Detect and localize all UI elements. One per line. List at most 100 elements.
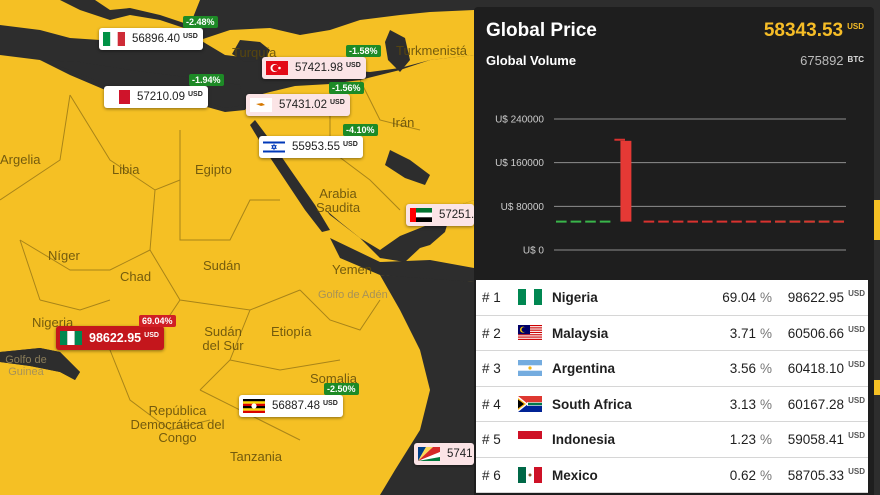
price-marker-israel[interactable]: 55953.55 USD — [259, 136, 363, 158]
chart-bar — [620, 140, 632, 222]
marker-currency: USD — [345, 61, 361, 69]
marker-price: 55953.55 — [292, 141, 340, 153]
marker-price: 57421.98 — [295, 62, 343, 74]
global-price-value: 58343.53 USD — [763, 20, 864, 41]
global-price-panel: Global Price 58343.53 USD Global Volume 6… — [474, 7, 874, 495]
country-label-sudan: Sudán — [203, 258, 241, 273]
country-label-golfo-aden: Golfo de Adén — [318, 289, 388, 301]
premium-percent: 1.23% — [729, 432, 772, 447]
indonesia-flag-icon — [518, 431, 542, 447]
global-price-label: Global Price — [486, 20, 597, 41]
nigeria-flag-icon — [60, 331, 82, 345]
rank-number: # 4 — [482, 396, 501, 412]
country-label-niger: Níger — [48, 248, 80, 263]
marker-price: 57251. — [439, 209, 475, 221]
country-label-chad: Chad — [120, 269, 152, 284]
price-currency: USD — [848, 395, 865, 405]
marker-currency: USD — [182, 32, 198, 40]
marker-currency: USD — [342, 140, 358, 148]
chart-y-tick-label: U$ 80000 — [501, 202, 545, 213]
premium-percent: 3.13% — [729, 396, 772, 412]
rank-number: # 1 — [482, 290, 501, 305]
ranking-table: # 1 Nigeria 69.04% 98622.95 USD # 2 Malaysia 3.… — [476, 280, 868, 493]
argentina-flag-icon — [518, 360, 542, 376]
price-marker-uae[interactable]: 57251. — [406, 204, 474, 226]
change-badge: -4.10% — [343, 124, 378, 136]
uganda-flag-icon — [243, 399, 265, 413]
country-name: South Africa — [552, 396, 632, 412]
price-currency: USD — [848, 289, 865, 298]
marker-currency: USD — [187, 90, 203, 98]
country-label-rd-congo: República Democrática del Congo — [130, 403, 225, 446]
country-label-egipto: Egipto — [195, 162, 232, 177]
country-label-sudan-del-sur: Sudán del Sur — [202, 324, 244, 353]
marker-currency: USD — [144, 331, 159, 339]
price-marker-turkey[interactable]: 57421.98 USD — [262, 57, 366, 79]
chart-y-tick-label: U$ 240000 — [495, 115, 544, 126]
country-label-turkmenistan: Turkmenistá — [396, 43, 468, 58]
country-price: 59058.41 — [787, 432, 844, 447]
country-label-etiopia: Etiopía — [271, 324, 312, 339]
rank-number: # 5 — [482, 432, 501, 447]
italy-flag-icon — [103, 32, 125, 46]
south-africa-flag-icon — [518, 395, 542, 412]
country-name: Malaysia — [552, 325, 609, 341]
malta-flag-icon — [108, 90, 130, 104]
rank-number: # 2 — [482, 325, 501, 341]
country-label-somalia: Somalia — [310, 371, 357, 386]
chart-y-tick-label: U$ 0 — [523, 246, 545, 257]
malaysia-flag-icon — [518, 324, 542, 341]
marker-price: 56887.48 — [272, 400, 320, 412]
ranking-row[interactable]: # 5 Indonesia 1.23% 59058.41 USD — [476, 422, 868, 458]
country-name: Nigeria — [552, 290, 598, 305]
mexico-flag-icon — [518, 466, 542, 483]
country-price: 58705.33 — [787, 467, 844, 483]
nigeria-flag-icon — [518, 289, 542, 305]
country-name: Indonesia — [552, 432, 616, 447]
marker-currency: USD — [329, 98, 345, 106]
country-label-libia: Libia — [112, 162, 140, 177]
rank-number: # 6 — [482, 467, 501, 483]
country-price: 60418.10 — [787, 361, 844, 376]
country-label-iran: Irán — [392, 115, 415, 130]
premium-percent: 69.04% — [722, 290, 772, 305]
ranking-row[interactable]: # 3 Argentina 3.56% 60418.10 USD — [476, 351, 868, 387]
marker-price: 56896.40 — [132, 33, 180, 45]
price-currency: USD — [848, 360, 865, 369]
price-currency: USD — [848, 324, 865, 334]
change-badge: -2.48% — [183, 16, 218, 28]
ranking-row[interactable]: # 4 South Africa 3.13% 60167.28 USD — [476, 387, 868, 422]
country-label-arabia-saudita: Arabia Saudita — [315, 186, 361, 215]
country-label-argelia: Argelia — [0, 152, 41, 167]
ranking-row[interactable]: # 6 Mexico 0.62% 58705.33 USD — [476, 458, 868, 493]
price-marker-cyprus[interactable]: 57431.02 USD — [246, 94, 350, 116]
israel-flag-icon — [263, 140, 285, 154]
uae-flag-icon — [410, 208, 432, 222]
change-badge: -1.94% — [189, 74, 224, 86]
marker-price: 98622.95 — [89, 331, 142, 345]
country-label-turquia: Turquía — [232, 45, 277, 60]
change-badge: -2.50% — [324, 383, 359, 395]
price-marker-seychelles[interactable]: 5741 — [414, 443, 474, 465]
marker-currency: USD — [322, 399, 338, 407]
seychelles-flag-icon — [418, 447, 440, 461]
country-price: 60167.28 — [787, 396, 844, 412]
country-label-golfo-guinea: Golfo de Guinea — [5, 354, 47, 378]
ranking-row[interactable]: # 2 Malaysia 3.71% 60506.66 USD — [476, 316, 868, 351]
premium-percent: 0.62% — [729, 467, 772, 483]
price-marker-italy[interactable]: 56896.40 USD — [99, 28, 203, 50]
ranking-row[interactable]: # 1 Nigeria 69.04% 98622.95 USD — [476, 280, 868, 316]
chart-y-tick-label: U$ 160000 — [495, 158, 544, 169]
country-price: 60506.66 — [787, 325, 844, 341]
volume-chart: U$ 240000 U$ 160000 U$ 80000 U$ 0 — [495, 115, 846, 257]
global-volume-label: Global Volume — [486, 53, 577, 68]
marker-price: 57431.02 — [279, 99, 327, 111]
country-label-tanzania: Tanzania — [230, 449, 283, 464]
price-marker-uganda[interactable]: 56887.48 USD — [239, 395, 343, 417]
premium-percent: 3.71% — [729, 325, 772, 341]
marker-price: 5741 — [447, 448, 473, 460]
price-marker-malta[interactable]: 57210.09 USD — [104, 86, 208, 108]
global-volume-value: 675892 BTC — [800, 53, 864, 68]
country-name: Argentina — [552, 361, 616, 376]
price-marker-nigeria[interactable]: 98622.95 USD — [56, 326, 164, 350]
